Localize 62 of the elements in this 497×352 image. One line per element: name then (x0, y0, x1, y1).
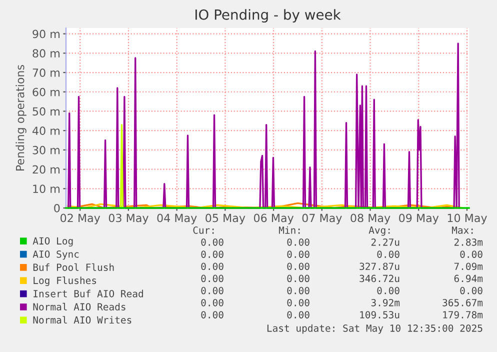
text: 6.94m (454, 274, 483, 282)
legend-label: AIO Log (32, 237, 73, 247)
y-tick-label: 90 m (32, 30, 60, 38)
x-tick-label: 09 May (399, 214, 439, 224)
text: 0.00 (201, 262, 224, 270)
y-tick-label: 20 m (32, 165, 60, 174)
legend-label: Insert Buf AIO Read (34, 290, 143, 298)
text: 0.00 (287, 286, 310, 294)
text: 0.00 (201, 311, 224, 318)
y-tick-label: 70 m (32, 68, 60, 77)
y-tick-label: 40 m (32, 126, 60, 135)
legend-label: Normal AIO Writes (33, 316, 132, 324)
x-tick-label: 03 May (108, 214, 148, 224)
y-tick-label: 0 (54, 204, 60, 212)
text: 109.53u (360, 311, 400, 318)
text: 3.92m (371, 298, 400, 306)
x-tick-label: 06 May (254, 214, 294, 224)
y-tick-label: 10 m (33, 184, 60, 194)
text: 0.00 (287, 274, 310, 282)
text: Min: (278, 226, 300, 234)
text: 0.00 (460, 250, 482, 258)
text: 0.00 (287, 250, 310, 258)
text: 0.00 (201, 298, 224, 306)
text: 327.87u (360, 262, 400, 270)
legend-label: Buf Pool Flush (33, 263, 114, 271)
line-series (68, 42, 460, 209)
legend-label: AIO Sync (32, 250, 79, 260)
text: 0.00 (201, 274, 224, 282)
y-tick-label: 30 m (32, 146, 60, 154)
text: 346.72u (360, 274, 400, 282)
text: Avg: (368, 226, 390, 236)
legend-label: Log Flushes (34, 276, 96, 286)
x-tick-label: 10 May (448, 214, 487, 224)
x-tick-label: 08 May (350, 214, 390, 224)
text: 0.00 (287, 262, 310, 270)
text: 0.00 (287, 298, 310, 306)
text: 2.83m (454, 238, 483, 246)
chart-title: IO Pending - by week (195, 9, 341, 23)
text: 0.00 (287, 238, 310, 246)
x-tick-label: 02 May (60, 214, 100, 224)
text: Max: (452, 226, 473, 234)
text: 7.09m (454, 262, 483, 270)
text: 179.78m (443, 311, 483, 318)
y-axis-title: Pending operations (16, 65, 26, 170)
text: Cur: (193, 226, 214, 234)
x-tick-label: 04 May (157, 214, 197, 224)
text: 0.00 (201, 238, 224, 246)
text: 0.00 (460, 286, 482, 294)
x-tick-label: 07 May (302, 214, 342, 224)
text: Last update: Sat May 10 12:35:00 2025 (267, 324, 482, 334)
text: 0.00 (201, 250, 224, 258)
y-tick-label: 60 m (32, 88, 60, 96)
text: 0.00 (377, 286, 400, 294)
text: 2.27u (371, 238, 400, 246)
text: 0.00 (201, 286, 224, 294)
text: 0.00 (287, 311, 310, 318)
text: 365.67m (442, 298, 483, 306)
text: 0.00 (377, 250, 400, 258)
y-tick-label: 80 m (32, 49, 60, 58)
y-tick-label: 50 m (32, 107, 60, 116)
legend-label: Normal AIO Reads (33, 302, 126, 310)
x-tick-label: 05 May (206, 214, 246, 224)
